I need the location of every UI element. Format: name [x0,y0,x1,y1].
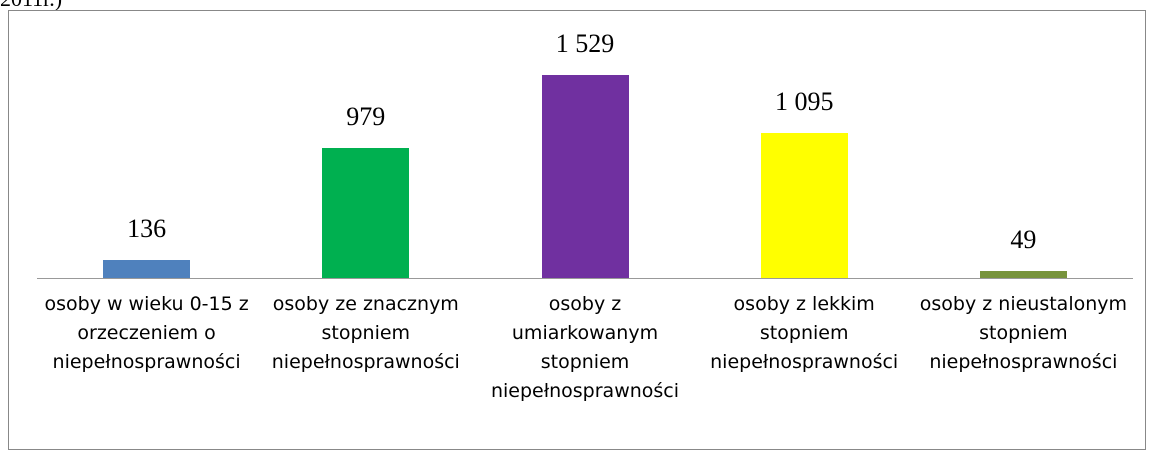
x-tick-label: osoby z lekkim stopniem niepełnosprawnoś… [710,293,899,373]
caption: 2011r.) [0,0,62,12]
data-label: 49 [1010,225,1037,255]
bar [322,148,410,278]
x-tick-label: osoby ze znacznym stopniem niepełnospraw… [271,293,460,373]
baseline [37,278,1133,279]
data-label: 1 529 [555,29,615,58]
x-tick-label: osoby z nieustalonym stopniem niepełnosp… [919,293,1128,373]
bar [541,75,629,278]
x-tick-label: osoby w wieku 0-15 z orzeczeniem o niepe… [44,293,249,373]
data-label: 136 [127,213,167,243]
data-label: 1 095 [774,86,834,116]
bar [103,259,191,278]
bar [979,271,1067,278]
x-tick-label: osoby z umiarkowanym stopniem niepełnosp… [490,293,680,402]
data-label: 979 [346,102,386,132]
bar [760,132,848,278]
